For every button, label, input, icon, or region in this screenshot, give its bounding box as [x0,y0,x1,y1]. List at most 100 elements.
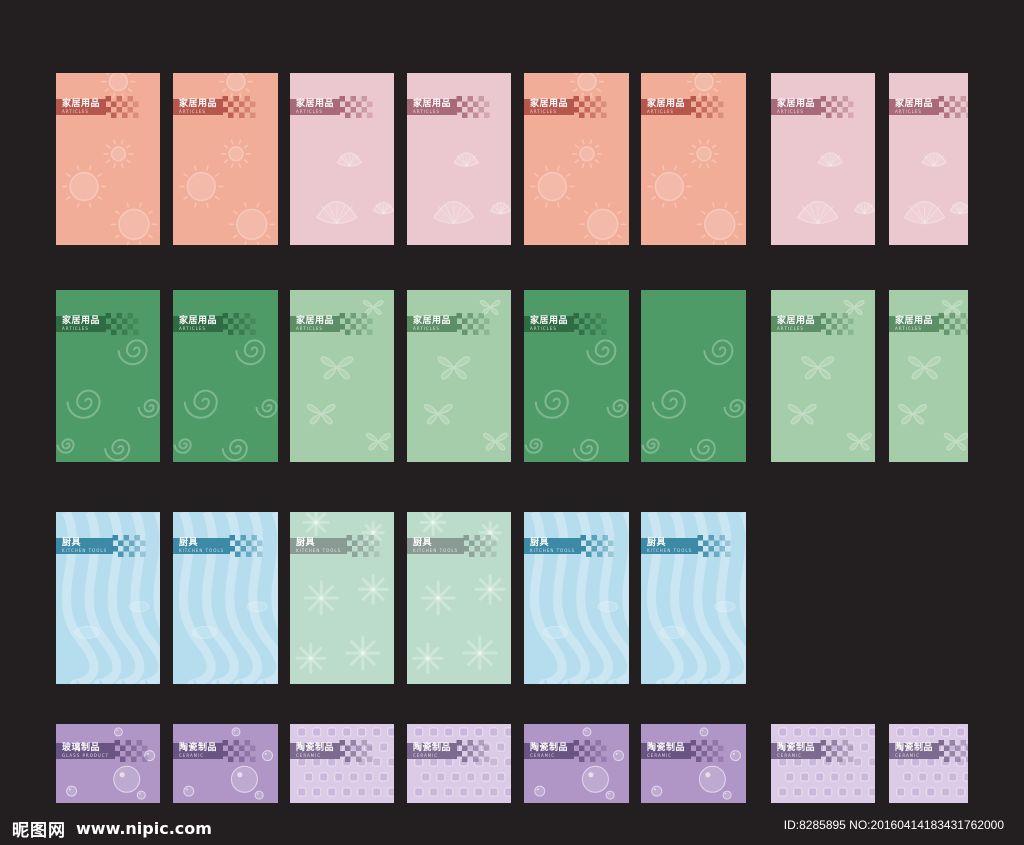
label-card: 家居用品 ARTICLES [641,73,746,245]
card-title: 陶瓷制品 [179,743,218,753]
title-bar: 家居用品 ARTICLES [56,316,107,332]
card-subtitle: CERAMIC [895,753,921,758]
checker-pattern-icon [573,313,607,335]
title-bar: 家居用品 ARTICLES [641,99,692,115]
card-title-band: 家居用品 ARTICLES [641,96,724,118]
card-subtitle: KITCHEN TOOLS [647,548,693,553]
card-subtitle: ARTICLES [179,109,206,114]
card-title: 玻璃制品 [62,743,101,753]
checker-pattern-icon [222,740,256,762]
title-bar: 家居用品 ARTICLES [771,99,822,115]
card-title-band: 厨具 KITCHEN TOOLS [173,535,263,557]
background-pattern [66,727,156,800]
label-card: 玻璃制品 GLASS PRODUCT [56,724,160,803]
card-subtitle: ARTICLES [296,326,323,331]
label-card: 陶瓷制品 CERAMIC [173,724,278,803]
checker-pattern-icon [456,740,490,762]
label-card: 家居用品 ARTICLES [524,290,629,462]
card-title-band: 厨具 KITCHEN TOOLS [524,535,614,557]
title-bar: 厨具 KITCHEN TOOLS [173,538,231,554]
title-bar: 玻璃制品 GLASS PRODUCT [56,743,116,759]
checker-pattern-icon [820,313,854,335]
background-pattern [896,727,968,797]
card-title: 陶瓷制品 [647,743,686,753]
checker-pattern-icon [222,96,256,118]
background-pattern [796,152,875,225]
card-subtitle: KITCHEN TOOLS [62,548,108,553]
background-pattern [423,299,508,451]
background-pattern [651,727,741,800]
checker-pattern-icon [456,96,490,118]
card-title-band: 陶瓷制品 CERAMIC [407,740,490,762]
label-card: 家居用品 ARTICLES [524,73,629,245]
background-pattern [414,727,511,797]
checker-pattern-icon [339,313,373,335]
checker-pattern-icon [105,313,139,335]
card-subtitle: CERAMIC [647,753,673,758]
card-title-band: 陶瓷制品 CERAMIC [173,740,256,762]
card-subtitle: CERAMIC [296,753,322,758]
label-card: 厨具 KITCHEN TOOLS [173,512,278,684]
card-title: 厨具 [413,538,433,548]
card-title: 陶瓷制品 [895,743,934,753]
card-title: 陶瓷制品 [530,743,569,753]
card-subtitle: ARTICLES [895,109,922,114]
card-title: 家居用品 [62,316,101,326]
card-subtitle: ARTICLES [530,326,557,331]
title-bar: 陶瓷制品 CERAMIC [524,743,575,759]
title-bar: 家居用品 ARTICLES [524,316,575,332]
card-subtitle: CERAMIC [777,753,803,758]
title-bar: 家居用品 ARTICLES [290,316,341,332]
checker-pattern-icon [573,740,607,762]
checker-pattern-icon [114,740,148,762]
label-card: 家居用品 ARTICLES [290,73,394,245]
label-card: 家居用品 ARTICLES [173,73,278,245]
card-title: 家居用品 [179,99,218,109]
background-pattern [524,339,629,462]
label-card: 陶瓷制品 CERAMIC [771,724,875,803]
label-card: 家居用品 ARTICLES [407,290,511,462]
title-bar: 家居用品 ARTICLES [173,316,224,332]
title-bar: 家居用品 ARTICLES [889,99,940,115]
title-bar: 陶瓷制品 CERAMIC [771,743,822,759]
card-subtitle: ARTICLES [62,326,89,331]
card-subtitle: ARTICLES [895,326,922,331]
background-pattern [295,512,389,674]
checker-pattern-icon [820,740,854,762]
card-title-band: 家居用品 ARTICLES [771,313,854,335]
card-subtitle: CERAMIC [179,753,205,758]
site-watermark: 昵图网 www.nipic.com [12,816,212,841]
label-card: 陶瓷制品 CERAMIC [407,724,511,803]
checker-pattern-icon [463,535,497,557]
title-bar: 厨具 KITCHEN TOOLS [524,538,582,554]
label-card: 家居用品 ARTICLES [889,73,968,245]
checker-pattern-icon [690,740,724,762]
checker-pattern-icon [938,96,968,118]
card-title: 家居用品 [777,316,816,326]
card-title: 家居用品 [62,99,101,109]
title-bar: 陶瓷制品 CERAMIC [889,743,940,759]
card-subtitle: ARTICLES [413,109,440,114]
card-title-band: 家居用品 ARTICLES [407,313,490,335]
checker-pattern-icon [346,535,380,557]
card-title: 厨具 [179,538,199,548]
card-subtitle: ARTICLES [530,109,557,114]
card-title-band: 家居用品 ARTICLES [290,96,373,118]
label-card: 家居用品 ARTICLES [889,290,968,462]
title-bar: 厨具 KITCHEN TOOLS [290,538,348,554]
card-title-band: 家居用品 ARTICLES [889,313,968,335]
card-title: 厨具 [530,538,550,548]
card-title: 厨具 [62,538,82,548]
card-title: 家居用品 [895,99,934,109]
checker-pattern-icon [938,313,968,335]
card-subtitle: ARTICLES [62,109,89,114]
background-pattern [179,73,275,245]
card-title: 家居用品 [777,99,816,109]
background-pattern [903,152,968,225]
checker-pattern-icon [938,740,968,762]
checker-pattern-icon [580,535,614,557]
card-title: 家居用品 [530,99,569,109]
checker-pattern-icon [229,535,263,557]
title-bar: 陶瓷制品 CERAMIC [173,743,224,759]
card-subtitle: GLASS PRODUCT [62,753,110,758]
